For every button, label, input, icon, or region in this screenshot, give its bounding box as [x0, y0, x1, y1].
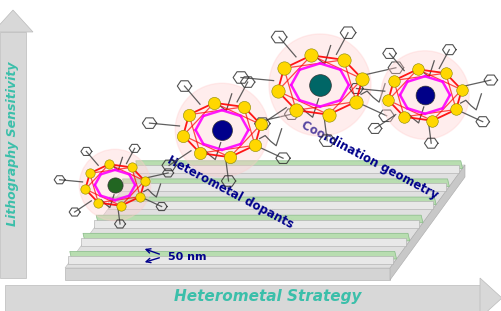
Polygon shape [94, 220, 418, 228]
Circle shape [175, 83, 268, 177]
Polygon shape [0, 32, 26, 278]
Text: Heterometal dopants: Heterometal dopants [164, 153, 295, 231]
Polygon shape [96, 215, 422, 223]
Polygon shape [65, 268, 389, 280]
Circle shape [79, 149, 150, 221]
Text: Heterometal Strategy: Heterometal Strategy [173, 290, 361, 304]
Polygon shape [83, 233, 409, 241]
Polygon shape [479, 278, 501, 311]
Polygon shape [5, 285, 479, 311]
Polygon shape [134, 165, 458, 173]
Polygon shape [107, 202, 432, 210]
Polygon shape [121, 183, 445, 191]
Polygon shape [70, 251, 396, 259]
Text: Lithography Sensitivity: Lithography Sensitivity [7, 62, 20, 226]
Polygon shape [389, 165, 464, 280]
Text: 50 nm: 50 nm [168, 252, 206, 262]
Polygon shape [0, 10, 33, 32]
Circle shape [380, 51, 468, 139]
Text: Coordination geometry: Coordination geometry [299, 118, 440, 202]
Circle shape [269, 34, 370, 136]
Polygon shape [109, 197, 435, 205]
Polygon shape [68, 256, 392, 264]
Polygon shape [122, 179, 448, 187]
Polygon shape [65, 165, 464, 268]
Polygon shape [81, 238, 405, 246]
Polygon shape [135, 161, 461, 168]
